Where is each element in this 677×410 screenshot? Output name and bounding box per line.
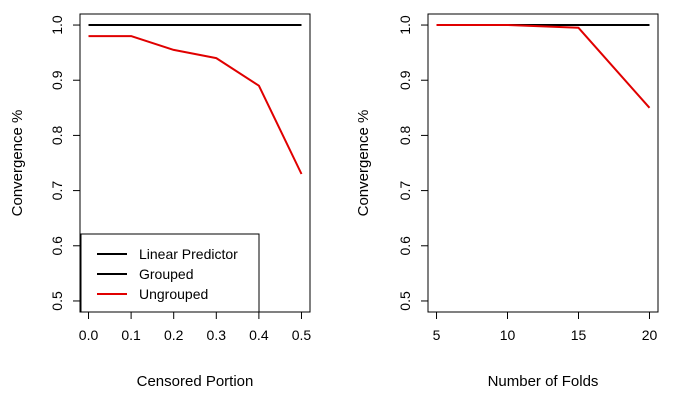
series-line-ungrouped (436, 24, 651, 109)
y-tick-label: 0.7 (49, 181, 65, 201)
y-tick-label: 0.9 (397, 70, 413, 90)
y-tick-label: 0.8 (49, 125, 65, 145)
chart-panel-2: 5 10 15 20 0.5 0.6 0.7 0.8 0.9 1.0 Number of Folds… (355, 13, 659, 390)
x-tick-label: 0.0 (79, 327, 99, 343)
y-tick-label: 1.0 (49, 15, 65, 35)
x-tick-label: 10 (500, 327, 516, 343)
x-axis-label: Number of Folds (488, 373, 599, 390)
x-axis-label: Censored Portion (137, 373, 254, 390)
x-tick-label: 15 (571, 327, 587, 343)
y-tick-label: 0.8 (397, 125, 413, 145)
y-tick-label: 0.5 (397, 291, 413, 311)
series-line-ungrouped (88, 35, 303, 175)
chart-panel-1: 0.0 0.1 0.2 0.3 0.4 0.5 0.5 0.6 0.7 0.8 0.9 1.0 Cens… (9, 13, 312, 390)
legend: Linear Predictor Grouped Ungrouped (80, 233, 260, 313)
legend-label: Linear Predictor (139, 246, 238, 262)
x-tick-label: 0.5 (292, 327, 312, 343)
x-tick-label: 0.1 (121, 327, 141, 343)
x-tick-label: 5 (433, 327, 441, 343)
y-tick-label: 0.9 (49, 70, 65, 90)
plot-frame (427, 13, 659, 313)
legend-label: Ungrouped (139, 286, 208, 302)
y-tick-label: 0.6 (397, 236, 413, 256)
y-tick-label: 0.6 (49, 236, 65, 256)
x-tick-label: 0.2 (164, 327, 184, 343)
x-tick-label: 0.3 (207, 327, 227, 343)
legend-label: Grouped (139, 266, 193, 282)
x-tick-label: 20 (642, 327, 658, 343)
y-tick-label: 0.7 (397, 181, 413, 201)
y-axis-label: Convergence % (9, 110, 26, 217)
x-tick-label: 0.4 (249, 327, 269, 343)
y-tick-label: 0.5 (49, 291, 65, 311)
y-axis-label: Convergence % (355, 110, 372, 217)
y-tick-label: 1.0 (397, 15, 413, 35)
